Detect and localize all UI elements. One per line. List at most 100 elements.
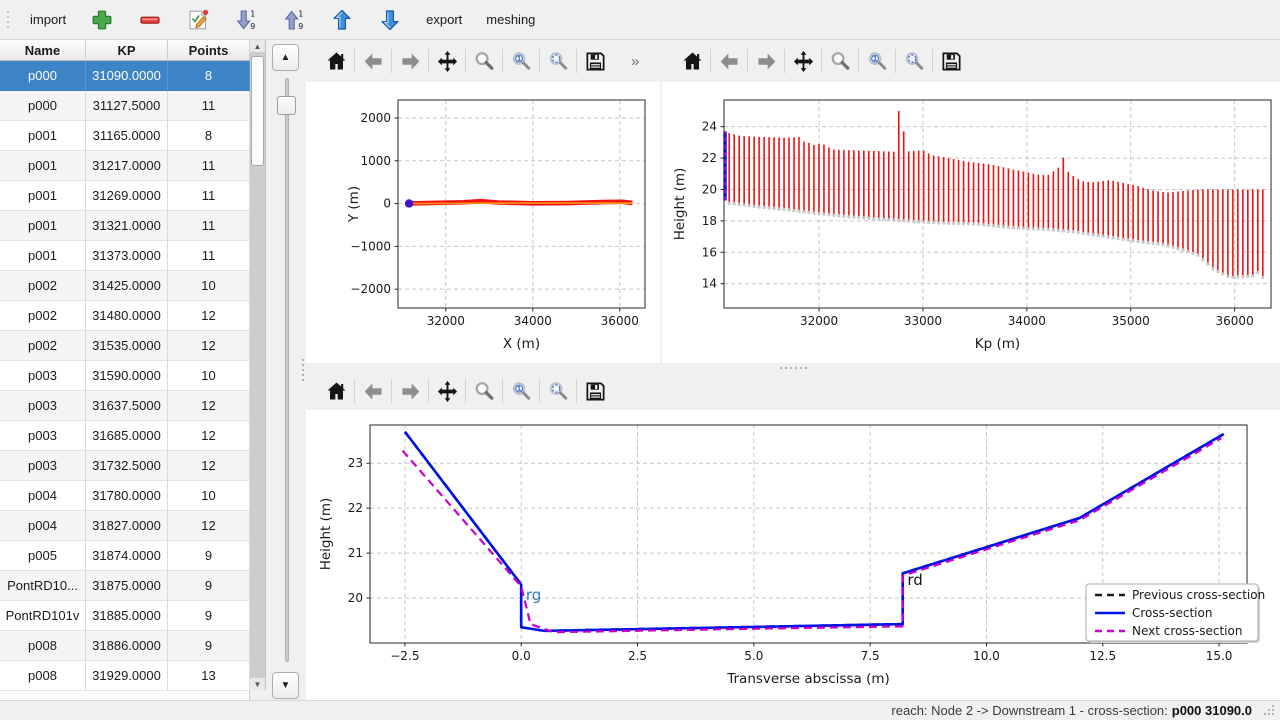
toolbar-separator xyxy=(391,379,392,403)
export-button[interactable]: export xyxy=(416,4,472,36)
svg-text:−2.5: −2.5 xyxy=(390,649,419,663)
table-row[interactable]: PontRD101v 31885.0000 9 xyxy=(0,601,250,631)
back-button[interactable] xyxy=(711,44,747,78)
scroll-up-button[interactable]: ▲ xyxy=(250,40,265,52)
next-section-button[interactable]: ▼ xyxy=(272,672,299,699)
table-scrollbar[interactable]: ▲ ▼ xyxy=(250,40,266,690)
pan-button[interactable] xyxy=(785,44,821,78)
pan-button[interactable] xyxy=(429,44,465,78)
table-row[interactable]: p003 31590.0000 10 xyxy=(0,361,250,391)
zoom-region-button[interactable] xyxy=(896,44,932,78)
table-row[interactable]: p003 31732.5000 12 xyxy=(0,451,250,481)
toolbar-separator xyxy=(539,379,540,403)
toolbar-separator xyxy=(465,379,466,403)
table-row[interactable]: p001 31269.0000 11 xyxy=(0,181,250,211)
table-row[interactable]: PontRD10... 31875.0000 9 xyxy=(0,571,250,601)
svg-text:9: 9 xyxy=(250,22,255,31)
home-button[interactable] xyxy=(318,44,354,78)
svg-text:Height (m): Height (m) xyxy=(672,168,688,241)
table-row[interactable]: p001 31373.0000 11 xyxy=(0,241,250,271)
table-row[interactable]: p004 31780.0000 10 xyxy=(0,481,250,511)
save-button[interactable] xyxy=(933,44,969,78)
horizontal-splitter[interactable] xyxy=(306,363,1280,372)
svg-text:15.0: 15.0 xyxy=(1206,649,1233,663)
edit-button[interactable] xyxy=(176,4,220,36)
cell-kp: 31886.0000 xyxy=(86,631,168,661)
home-button[interactable] xyxy=(674,44,710,78)
home-button[interactable] xyxy=(318,374,354,408)
table-row[interactable]: p004 31827.0000 12 xyxy=(0,511,250,541)
svg-text:21: 21 xyxy=(348,546,363,560)
cross-section-table: Name KP Points p000 31090.0000 8 p000 31127.… xyxy=(0,40,250,700)
section-slider-track[interactable] xyxy=(285,78,289,662)
previous-section-button[interactable]: ▲ xyxy=(272,44,299,71)
table-row[interactable]: p005 31874.0000 9 xyxy=(0,541,250,571)
pan-arrows-icon xyxy=(437,50,457,72)
bank-label-rd: rd xyxy=(907,571,922,589)
cell-kp: 31732.5000 xyxy=(86,451,168,481)
toolbar-drag-handle[interactable] xyxy=(4,8,12,32)
table-row[interactable]: p008 31886.0000 9 xyxy=(0,631,250,661)
table-body: p000 31090.0000 8 p000 31127.5000 11 p001 31165… xyxy=(0,61,250,691)
table-row[interactable]: p001 31165.0000 8 xyxy=(0,121,250,151)
table-row[interactable]: p000 31127.5000 11 xyxy=(0,91,250,121)
cell-points: 9 xyxy=(168,571,250,601)
back-button[interactable] xyxy=(355,44,391,78)
zoom-one-button[interactable]: 1 xyxy=(503,44,539,78)
cell-kp: 31480.0000 xyxy=(86,301,168,331)
cross-section-figure[interactable]: −2.5 0.0 2.5 5.0 7.5 10.0 12.5 15.0 20 21 22 23 Tran… xyxy=(306,410,1280,700)
zoom-button[interactable] xyxy=(822,44,858,78)
cell-points: 11 xyxy=(168,151,250,181)
svg-text:2.5: 2.5 xyxy=(628,649,647,663)
zoom-one-button[interactable]: 1 xyxy=(859,44,895,78)
toolbar-overflow-button[interactable]: » xyxy=(631,52,639,70)
cell-kp: 31875.0000 xyxy=(86,571,168,601)
remove-button[interactable] xyxy=(128,4,172,36)
column-header-name[interactable]: Name xyxy=(0,40,86,60)
zoom-region-button[interactable] xyxy=(540,374,576,408)
save-button[interactable] xyxy=(577,44,613,78)
import-button[interactable]: import xyxy=(20,4,76,36)
svg-text:35000: 35000 xyxy=(1112,314,1150,328)
forward-button[interactable] xyxy=(392,374,428,408)
save-button[interactable] xyxy=(577,374,613,408)
table-row[interactable]: p000 31090.0000 8 xyxy=(0,61,250,91)
zoom-region-button[interactable] xyxy=(540,44,576,78)
table-row[interactable]: p001 31217.0000 11 xyxy=(0,151,250,181)
scroll-down-button[interactable]: ▼ xyxy=(250,678,265,690)
column-header-kp[interactable]: KP xyxy=(86,40,168,60)
move-up-button[interactable] xyxy=(320,4,364,36)
plan-view-figure[interactable]: 32000 34000 36000 −2000 −1000 0 1000 2000 X (m) Y… xyxy=(306,82,660,363)
vertical-splitter[interactable] xyxy=(300,40,306,700)
table-row[interactable]: p008 31929.0000 13 xyxy=(0,661,250,691)
svg-text:34000: 34000 xyxy=(514,314,552,328)
section-slider-handle[interactable] xyxy=(277,96,296,115)
zoom-one-button[interactable]: 1 xyxy=(503,374,539,408)
table-row[interactable]: p003 31637.5000 12 xyxy=(0,391,250,421)
pan-button[interactable] xyxy=(429,374,465,408)
column-header-points[interactable]: Points xyxy=(168,40,250,60)
cell-points: 10 xyxy=(168,481,250,511)
zoom-button[interactable] xyxy=(466,374,502,408)
forward-button[interactable] xyxy=(748,44,784,78)
longitudinal-profile-figure[interactable]: 32000 33000 34000 35000 36000 14 16 18 20 22 24 Kp … xyxy=(662,82,1280,363)
svg-text:34000: 34000 xyxy=(1008,314,1046,328)
meshing-button[interactable]: meshing xyxy=(476,4,545,36)
resize-grip[interactable] xyxy=(1262,703,1276,717)
move-down-button[interactable] xyxy=(368,4,412,36)
forward-button[interactable] xyxy=(392,44,428,78)
add-button[interactable] xyxy=(80,4,124,36)
table-row[interactable]: p002 31535.0000 12 xyxy=(0,331,250,361)
zoom-button[interactable] xyxy=(466,44,502,78)
table-row[interactable]: p002 31425.0000 10 xyxy=(0,271,250,301)
svg-text:Previous cross-section: Previous cross-section xyxy=(1132,588,1265,602)
table-row[interactable]: p001 31321.0000 11 xyxy=(0,211,250,241)
cell-kp: 31827.0000 xyxy=(86,511,168,541)
svg-text:22: 22 xyxy=(702,151,717,165)
table-row[interactable]: p002 31480.0000 12 xyxy=(0,301,250,331)
back-button[interactable] xyxy=(355,374,391,408)
scrollbar-thumb[interactable] xyxy=(251,56,264,166)
table-row[interactable]: p003 31685.0000 12 xyxy=(0,421,250,451)
